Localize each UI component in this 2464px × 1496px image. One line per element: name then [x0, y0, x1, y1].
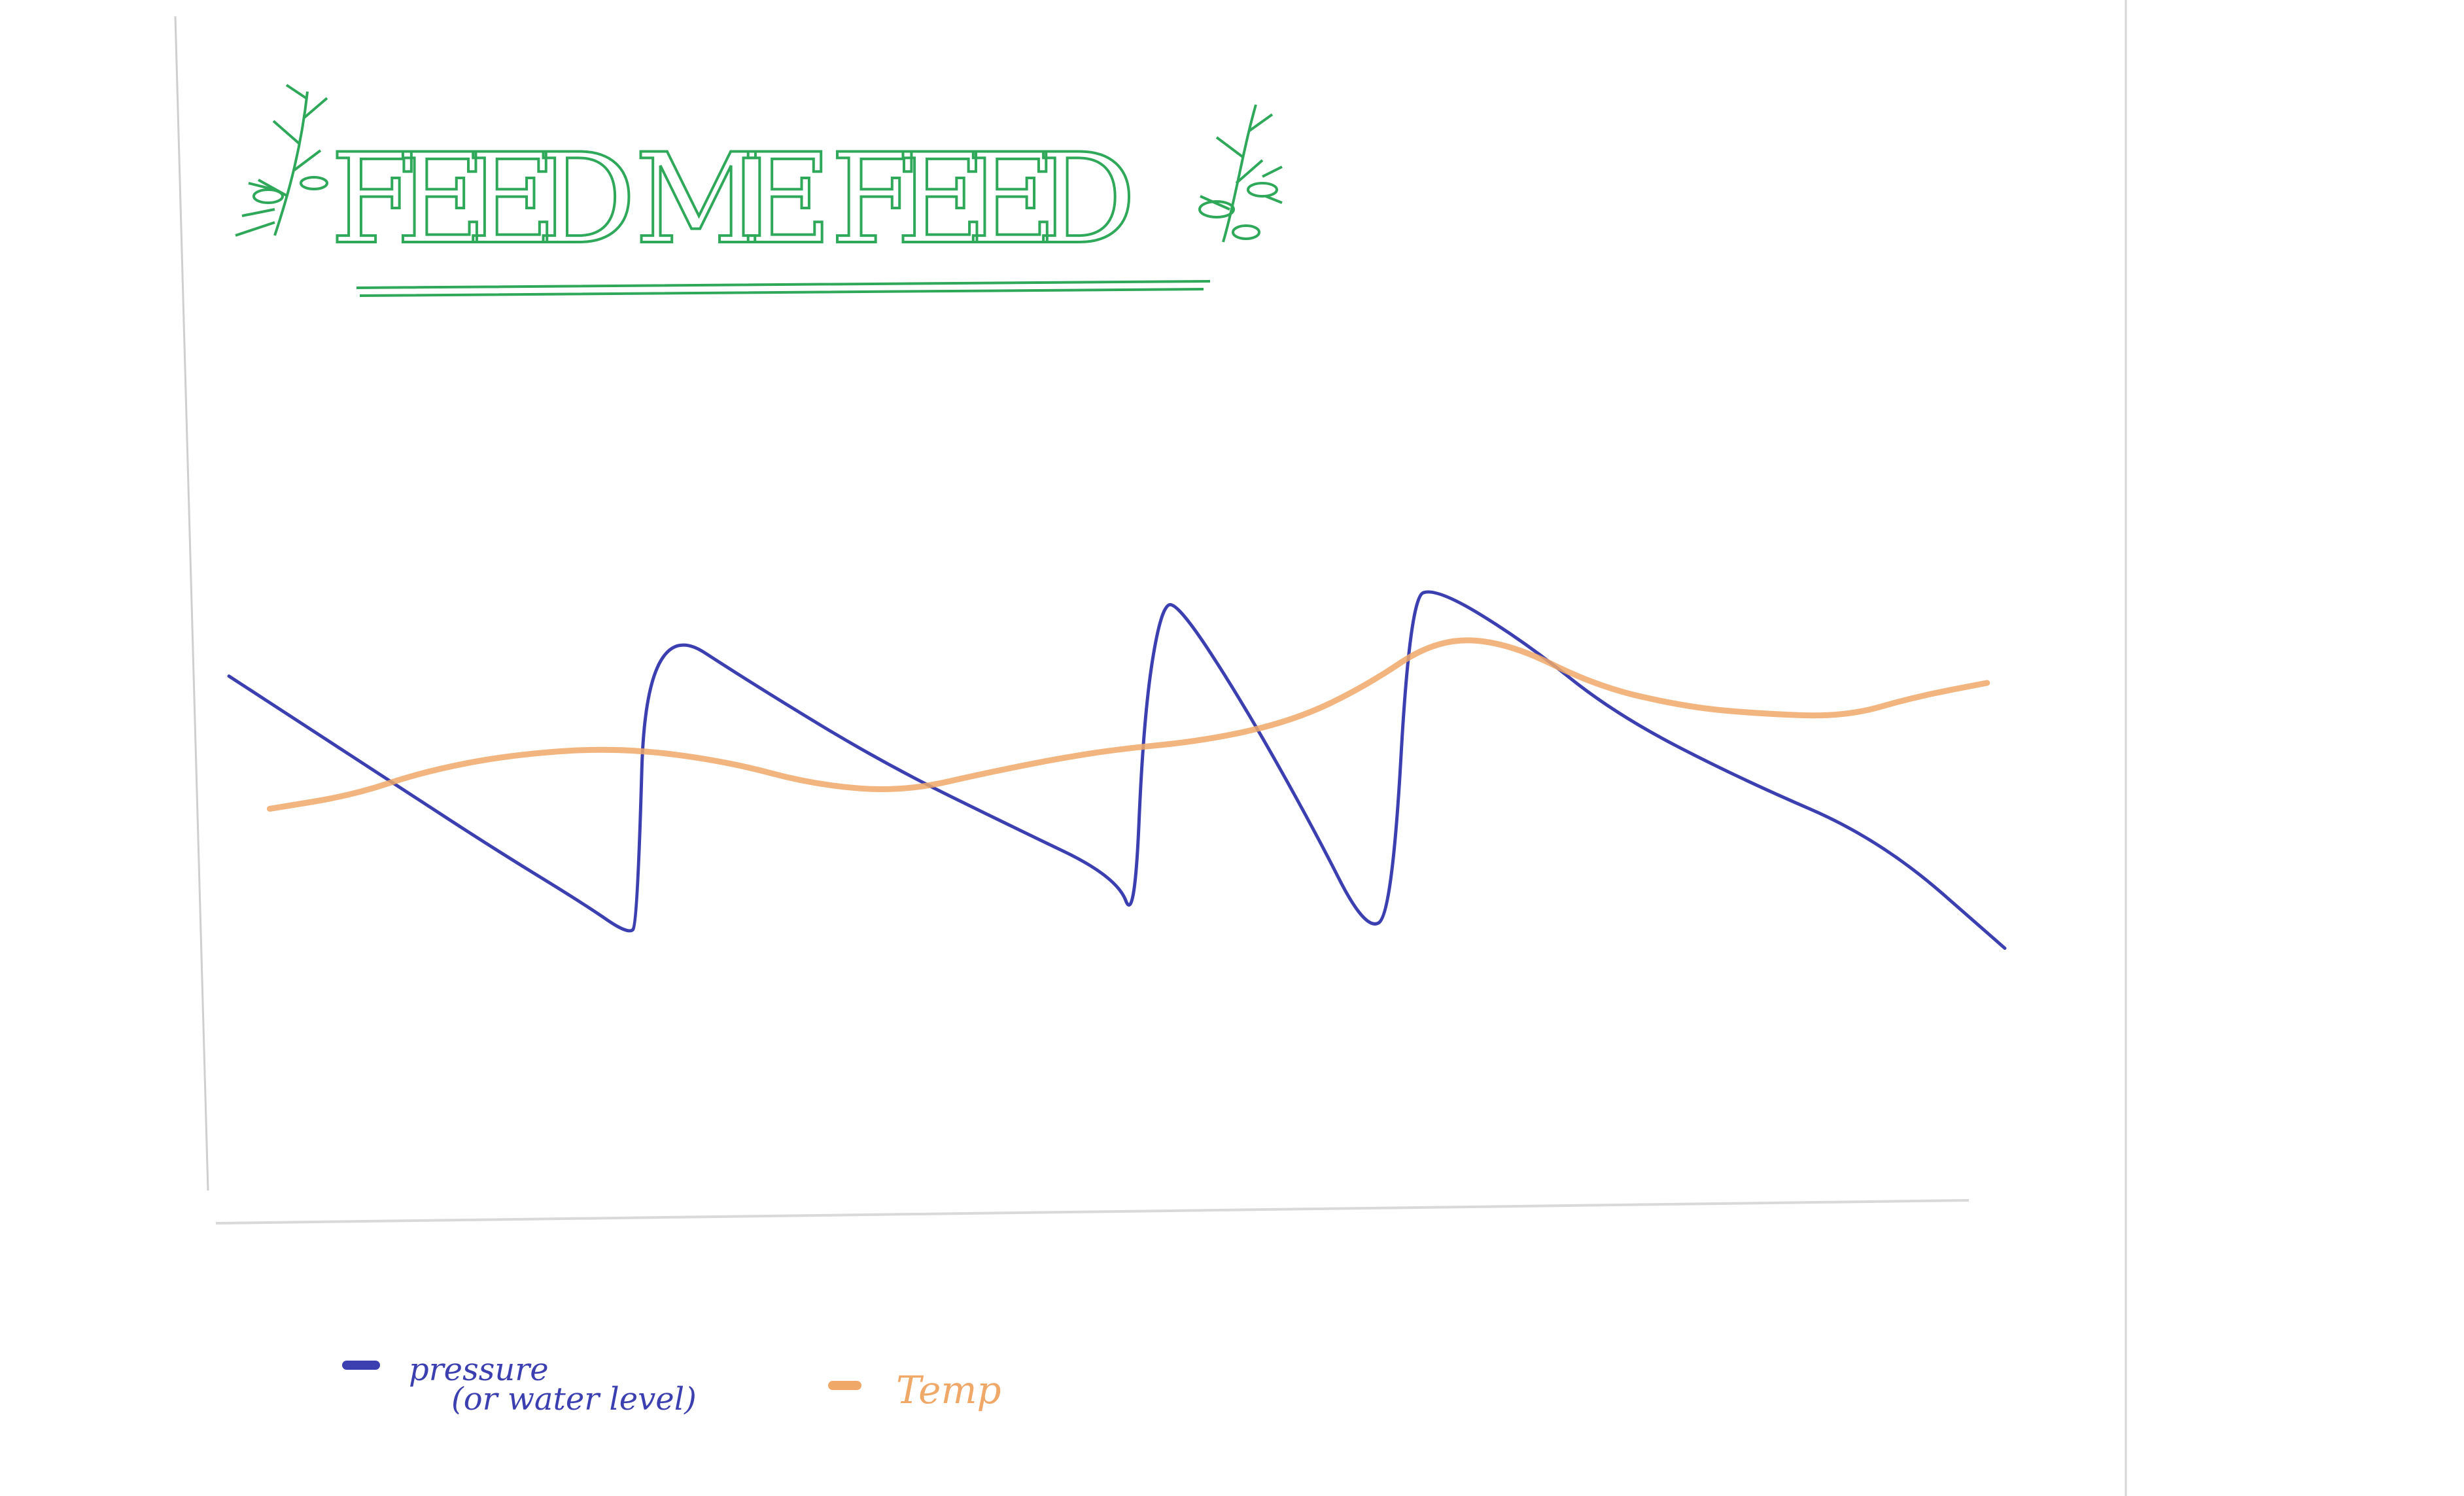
plot-area: [227, 590, 2007, 950]
series-line-pressure: [227, 590, 2007, 950]
right-sprig-icon: [1198, 104, 1283, 243]
left-paper-edge: [174, 16, 209, 1191]
legend: pressure (or water level) Temp: [342, 1351, 1001, 1418]
title-underline: [356, 280, 1211, 297]
legend-label-pressure: pressure: [409, 1351, 549, 1388]
series-line-temp: [266, 637, 1990, 812]
legend-sublabel-pressure: (or water level): [451, 1381, 697, 1418]
legend-label-temp: Temp: [896, 1368, 1001, 1412]
chart-title: FEED ME FEED: [330, 127, 1148, 271]
left-sprig-icon: [235, 84, 328, 237]
x-axis-line: [215, 1199, 1969, 1225]
